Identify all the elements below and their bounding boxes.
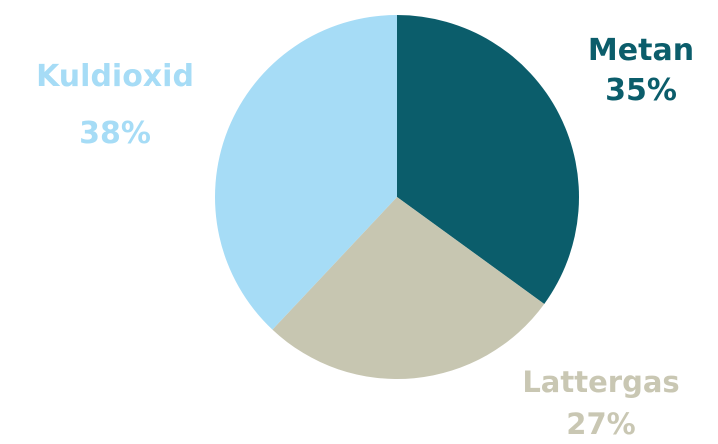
- label-name-metan: Metan: [588, 33, 694, 68]
- pie-slice-kuldioxid: [214, 15, 397, 330]
- label-value-lattergas: 27%: [566, 407, 635, 441]
- pie-slice-metan: [397, 15, 579, 304]
- label-value-kuldioxid: 38%: [79, 116, 151, 151]
- pie-slice-lattergas: [272, 197, 545, 380]
- pie-slices: [214, 15, 579, 380]
- label-name-kuldioxid: Kuldioxid: [36, 59, 194, 94]
- label-name-lattergas: Lattergas: [522, 365, 679, 399]
- label-value-metan: 35%: [605, 73, 677, 108]
